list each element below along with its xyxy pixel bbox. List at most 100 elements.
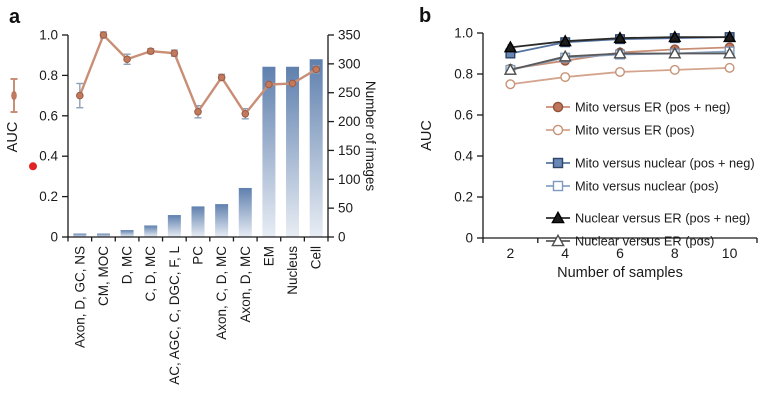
image-count-bar [167,215,181,237]
image-count-bar [96,233,110,237]
legend-item: Mito versus nuclear (pos + neg) [546,155,755,170]
b-y-tick-label: 0.8 [454,67,473,82]
auc-point [99,31,108,39]
a-category-label: AC, AGC, C, DGC, F, L [167,246,182,385]
a-right-tick-label: 50 [338,201,353,216]
b-series-point [723,30,737,43]
b-x-tick-label: 8 [671,245,679,261]
b-series-point [724,62,735,73]
b-series-point [669,64,680,75]
a-left-tick-label: 0.2 [39,189,58,204]
legend-item: Nuclear versus ER (pos + neg) [546,210,750,225]
b-y-tick-label: 1.0 [454,26,473,41]
red-dot-marker [29,162,37,171]
image-count-bar [191,206,205,237]
b-y-tick-label: 0 [465,231,473,246]
a-left-tick-label: 0.8 [39,68,58,83]
a-right-tick-label: 100 [338,172,361,187]
a-category-label: Nucleus [285,246,300,295]
a-category-label: Axon, D, MC [238,246,253,323]
b-series-point [614,66,625,77]
b-series-point [723,46,737,59]
legend-item: Nuclear versus ER (pos) [546,233,714,248]
legend-label: Mito versus nuclear (pos) [575,178,719,193]
a-right-tick-label: 250 [338,85,361,100]
a-left-tick-label: 0.4 [39,149,58,164]
b-x-tick-label: 10 [722,245,738,261]
b-y-axis-title: AUC [419,120,435,151]
legend-label: Mito versus nuclear (pos + neg) [575,155,755,170]
legend-item: Mito versus ER (pos) [546,122,694,137]
legend-label: Nuclear versus ER (pos + neg) [575,210,750,225]
a-right-axis-title: Number of images [363,81,378,192]
auc-line [78,32,317,116]
auc-point [123,55,131,64]
a-y-axis-title: AUC [5,122,21,153]
b-series-point [558,34,572,47]
legend-label: Mito versus ER (pos + neg) [575,99,730,114]
a-category-label: Axon, C, D, MC [214,246,229,340]
b-x-tick-label: 2 [507,245,515,261]
b-series-point [503,63,517,75]
a-category-label: C, D, MC [143,246,158,302]
b-series-point [613,31,627,44]
b-y-tick-label: 0.2 [454,190,473,205]
auc-point [76,91,84,100]
b-series-point [503,40,517,53]
image-count-bar [238,187,252,237]
legend-marker-square-filled-icon [552,157,564,169]
panel-b-label: b [419,5,432,27]
legend-item: Mito versus nuclear (pos) [546,178,719,193]
auc-point [265,80,273,89]
a-right-tick-label: 0 [338,230,346,245]
a-category-label: EM [261,246,276,266]
a-left-tick-label: 0.6 [39,108,58,123]
auc-point [241,109,250,118]
legend-marker-square-open-icon [552,180,564,192]
panel-b-chart: 0 0.2 0.4 0.6 0.8 1.0 2 4 6 8 10 Number of samples A… [419,26,758,281]
b-series-point [668,46,682,59]
auc-point [288,79,297,88]
a-category-label: Cell [309,246,324,269]
a-category-label: D, MC [120,246,135,284]
a-left-tick-label: 1.0 [39,28,58,43]
auc-point [312,65,320,74]
a-right-tick-label: 150 [338,143,361,158]
image-count-bar [309,59,323,237]
a-right-tick-label: 350 [338,28,361,43]
b-series-point [505,79,516,90]
image-count-bar [262,66,276,237]
legend-marker-circle-open-icon [552,124,564,136]
b-x-tick-label: 4 [561,245,569,261]
a-category-label: Axon, D, GC, NS [72,246,87,348]
image-count-bar [73,233,87,237]
legend-label: Nuclear versus ER (pos) [575,233,714,248]
image-count-bar [286,66,300,237]
b-x-tick-label: 6 [616,245,624,261]
legend-item: Mito versus ER (pos + neg) [546,99,730,114]
panel-a-label: a [9,6,21,28]
auc-point [170,49,179,57]
b-x-axis-title: Number of samples [557,265,683,281]
a-left-tick-label: 0 [50,230,58,245]
auc-point [194,107,202,116]
legend-marker-triangle-filled-icon [551,210,565,224]
a-right-tick-label: 200 [338,114,361,129]
a-category-label: PC [191,246,206,265]
b-y-tick-label: 0.4 [454,149,473,164]
image-count-bar [144,225,158,237]
panel-a-chart: 0 0.2 0.4 0.6 0.8 1.0 0 50 100 150 200 250 300 350 Axo… [5,28,378,385]
auc-point [217,73,226,82]
legend-label: Mito versus ER (pos) [575,122,694,137]
b-series-point [668,30,682,43]
b-series-point [560,72,571,83]
image-count-bar [215,204,229,237]
legend-marker-circle-filled-icon [552,101,564,113]
a-right-tick-label: 300 [338,56,361,71]
auc-legend-errorbar-icon [11,90,17,101]
image-count-bar [120,230,134,237]
auc-point [146,47,155,55]
legend-marker-triangle-open-icon [551,233,565,247]
b-series-point [613,46,627,59]
